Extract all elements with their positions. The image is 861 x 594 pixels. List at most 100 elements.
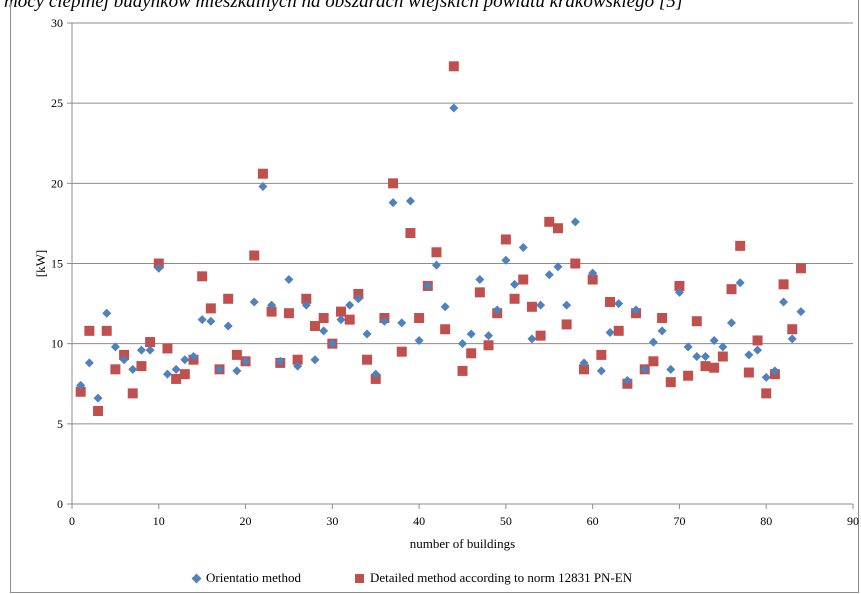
data-point-diamond xyxy=(76,380,86,390)
data-point-square xyxy=(336,306,347,317)
data-point-square xyxy=(440,324,451,335)
data-point-diamond xyxy=(562,300,572,310)
data-point-square xyxy=(483,340,494,351)
data-point-diamond xyxy=(796,307,806,317)
data-point-diamond xyxy=(110,342,120,352)
legend-item-detailed: Detailed method according to norm 12831 … xyxy=(355,570,632,586)
data-point-square xyxy=(605,296,616,307)
x-tick-label: 30 xyxy=(326,514,338,528)
data-point-square xyxy=(362,354,373,365)
data-point-diamond xyxy=(353,294,363,304)
x-tick-label: 10 xyxy=(153,514,165,528)
data-point-square xyxy=(544,216,555,227)
data-point-diamond xyxy=(405,196,415,206)
x-tick-label: 70 xyxy=(673,514,685,528)
diamond-marker-icon xyxy=(191,573,202,583)
data-point-diamond xyxy=(267,300,277,310)
data-point-diamond xyxy=(423,281,433,291)
data-point-diamond xyxy=(674,287,684,297)
data-point-square xyxy=(717,351,728,362)
data-point-square xyxy=(587,274,598,285)
data-point-diamond xyxy=(449,103,459,113)
x-tick-label: 40 xyxy=(413,514,425,528)
data-point-square xyxy=(578,364,589,375)
data-point-square xyxy=(145,337,156,348)
data-point-square xyxy=(344,314,355,325)
data-point-diamond xyxy=(518,242,528,252)
data-point-diamond xyxy=(466,329,476,339)
data-point-diamond xyxy=(93,393,103,403)
data-point-square xyxy=(205,303,216,314)
data-point-square xyxy=(743,367,754,378)
legend-label: Orientatio method xyxy=(206,570,301,585)
data-point-square xyxy=(223,293,234,304)
data-point-diamond xyxy=(779,297,789,307)
data-point-diamond xyxy=(648,337,658,347)
y-tick-label: 20 xyxy=(51,176,63,190)
data-point-diamond xyxy=(293,361,303,371)
data-point-diamond xyxy=(310,355,320,365)
data-point-diamond xyxy=(388,198,398,208)
data-point-square xyxy=(179,369,190,380)
data-point-square xyxy=(535,330,546,341)
data-point-square xyxy=(231,349,242,360)
data-point-diamond xyxy=(700,351,710,361)
data-point-square xyxy=(127,388,138,399)
data-point-diamond xyxy=(84,358,94,368)
y-tick-label: 25 xyxy=(51,96,63,110)
data-point-diamond xyxy=(440,302,450,312)
legend-label: Detailed method according to norm 12831 … xyxy=(370,570,633,585)
data-point-diamond xyxy=(727,318,737,328)
data-point-diamond xyxy=(136,345,146,355)
data-point-diamond xyxy=(605,327,615,337)
data-point-diamond xyxy=(162,369,172,379)
data-point-diamond xyxy=(362,329,372,339)
data-point-square xyxy=(101,325,112,336)
data-point-diamond xyxy=(327,339,337,349)
x-tick-label: 80 xyxy=(760,514,772,528)
y-tick-label: 30 xyxy=(51,16,63,30)
data-point-square xyxy=(84,325,95,336)
data-point-square xyxy=(691,316,702,327)
data-point-diamond xyxy=(284,275,294,285)
data-point-square xyxy=(301,293,312,304)
data-point-diamond xyxy=(614,299,624,309)
data-point-diamond xyxy=(692,351,702,361)
data-point-diamond xyxy=(787,334,797,344)
data-point-diamond xyxy=(761,372,771,382)
data-point-diamond xyxy=(622,376,632,386)
data-point-square xyxy=(795,263,806,274)
y-tick-label: 10 xyxy=(51,337,63,351)
data-point-square xyxy=(683,370,694,381)
data-point-diamond xyxy=(631,305,641,315)
data-point-square xyxy=(526,301,537,312)
data-point-square xyxy=(700,361,711,372)
data-point-square xyxy=(509,293,520,304)
data-point-square xyxy=(370,373,381,384)
data-point-square xyxy=(414,313,425,324)
data-point-diamond xyxy=(379,316,389,326)
data-point-diamond xyxy=(484,331,494,341)
data-point-diamond xyxy=(753,345,763,355)
data-point-diamond xyxy=(206,316,216,326)
data-point-square xyxy=(500,234,511,245)
x-tick-label: 0 xyxy=(69,514,75,528)
data-point-diamond xyxy=(683,342,693,352)
data-point-square xyxy=(153,258,164,269)
data-point-square xyxy=(353,288,364,299)
y-axis-label: [kW] xyxy=(33,250,48,277)
data-point-diamond xyxy=(258,182,268,192)
data-point-square xyxy=(396,346,407,357)
data-points xyxy=(75,61,806,417)
data-point-diamond xyxy=(397,318,407,328)
data-point-square xyxy=(249,250,260,261)
data-point-square xyxy=(466,348,477,359)
data-point-square xyxy=(561,319,572,330)
data-point-diamond xyxy=(215,364,225,374)
data-point-square xyxy=(648,356,659,367)
y-tick-label: 0 xyxy=(57,497,63,511)
data-point-square xyxy=(292,354,303,365)
data-point-square xyxy=(266,306,277,317)
data-point-diamond xyxy=(527,334,537,344)
